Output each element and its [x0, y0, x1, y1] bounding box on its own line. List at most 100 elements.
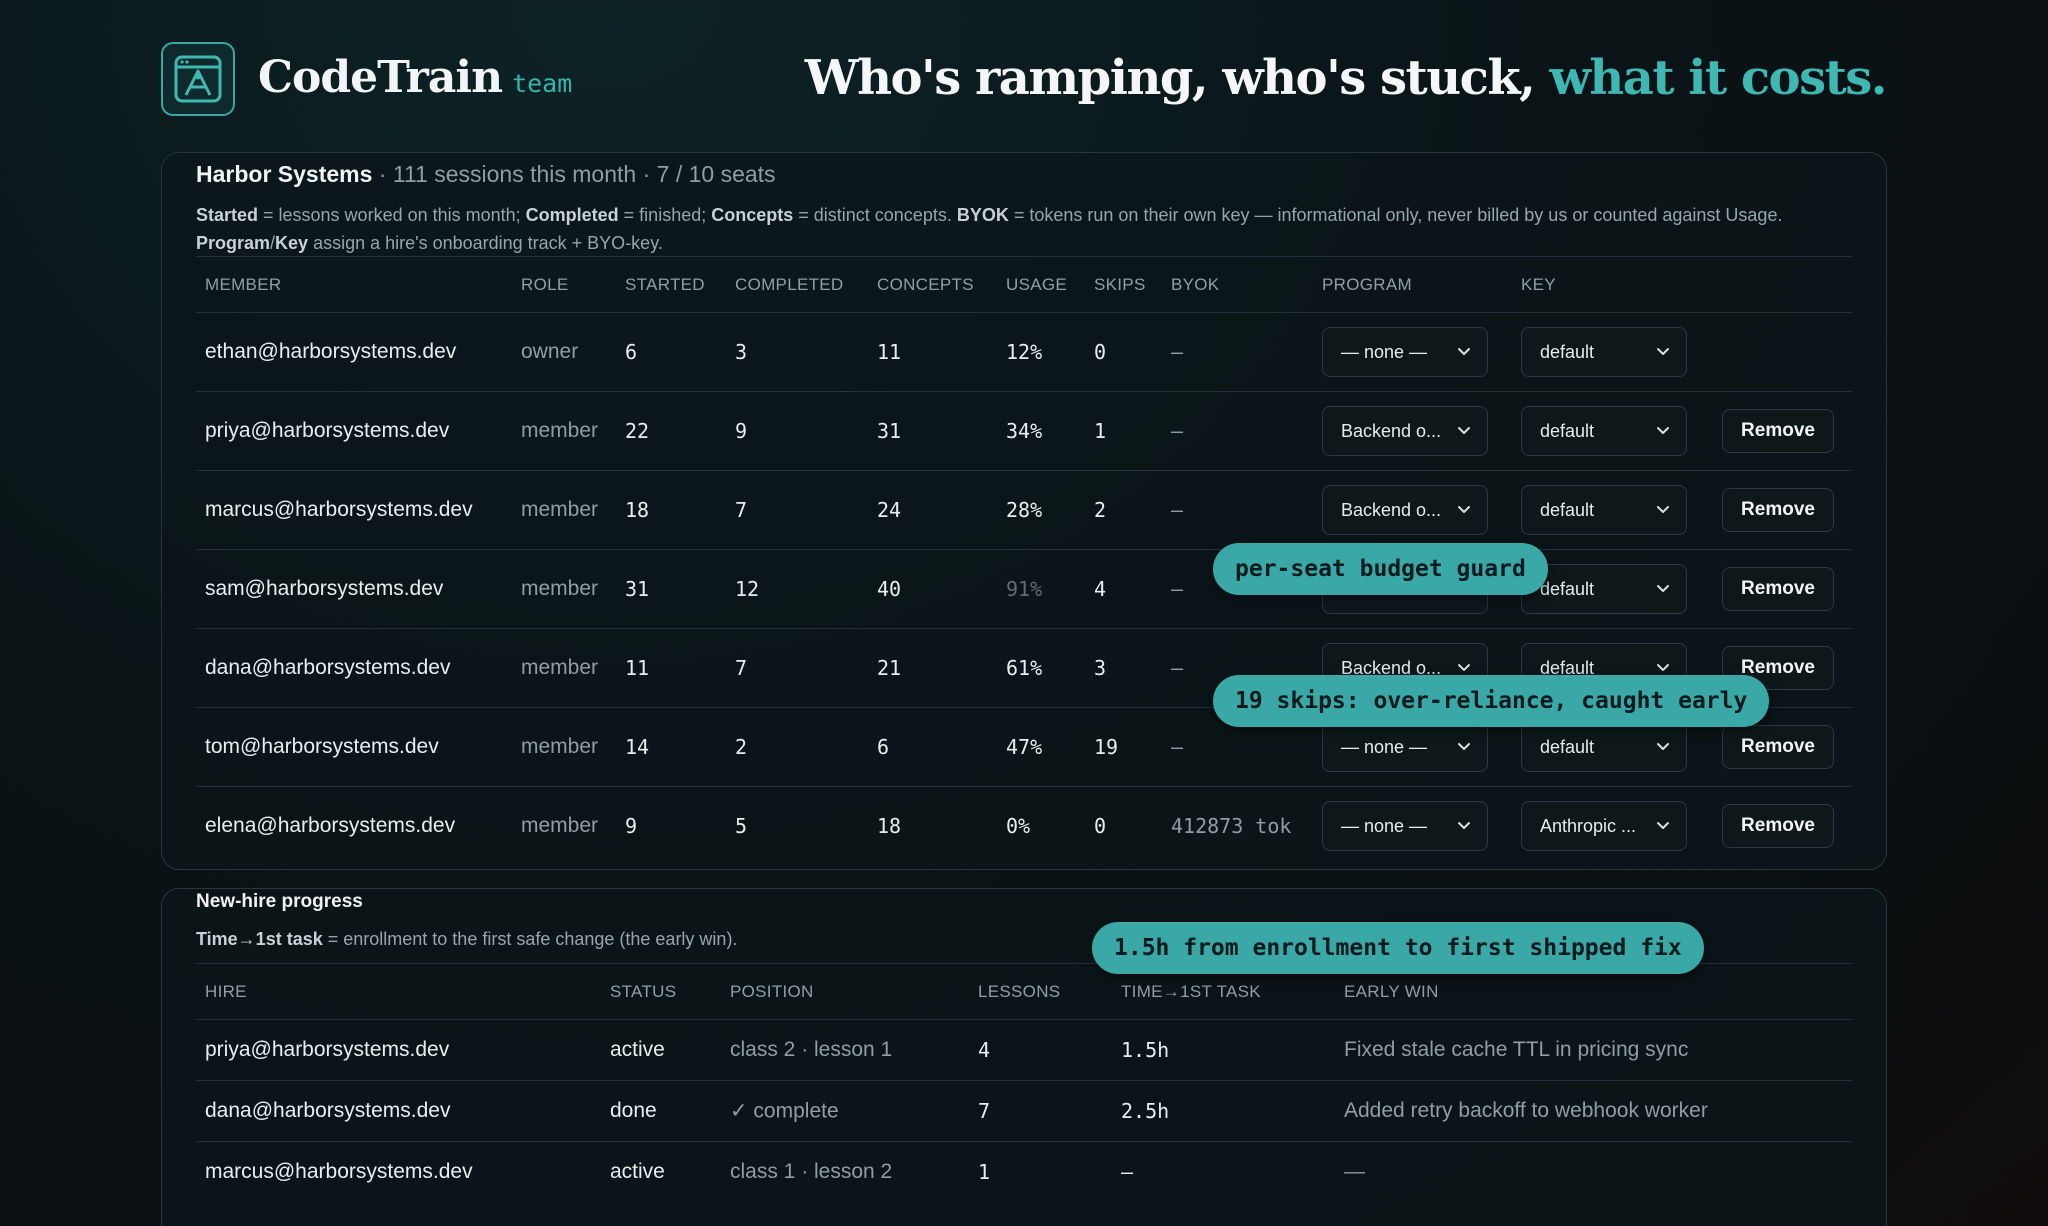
member-skips: 0 — [1094, 814, 1107, 838]
col-header-program: PROGRAM — [1322, 274, 1412, 294]
program-select-value: — none — — [1341, 736, 1428, 757]
progress-col-header: HIRE — [205, 981, 247, 1001]
program-select-value: — none — — [1341, 815, 1428, 836]
progress-col-header: STATUS — [610, 981, 677, 1001]
chevron-down-icon — [1455, 500, 1473, 518]
member-email: tom@harborsystems.dev — [205, 735, 439, 758]
member-started: 22 — [625, 419, 650, 443]
col-header-key: KEY — [1521, 274, 1556, 294]
member-row: elena@harborsystems.dev member 9 5 18 0% 0 4128… — [196, 786, 1852, 865]
callout-budget-guard: per-seat budget guard — [1213, 543, 1548, 595]
brand: CodeTrain team — [258, 52, 572, 103]
member-concepts: 11 — [877, 340, 902, 364]
member-concepts: 24 — [877, 498, 902, 522]
chevron-down-icon — [1654, 500, 1672, 518]
member-started: 9 — [625, 814, 638, 838]
program-select[interactable]: Backend o... — [1322, 485, 1488, 535]
program-select[interactable]: — none — — [1322, 801, 1488, 851]
member-row: tom@harborsystems.dev member 14 2 6 47% 19 — — n… — [196, 707, 1852, 786]
chevron-down-icon — [1455, 658, 1473, 676]
program-select[interactable]: — none — — [1322, 327, 1488, 377]
hire-time-to-first-task: 2.5h — [1121, 1099, 1170, 1123]
legend-term: Concepts — [711, 205, 794, 225]
key-select-value: default — [1540, 578, 1595, 599]
progress-col-header: TIME→1ST TASK — [1121, 981, 1261, 1001]
member-usage: 12% — [1006, 340, 1043, 364]
member-role: member — [521, 814, 599, 837]
member-usage: 34% — [1006, 419, 1043, 443]
key-select-value: Anthropic ... — [1540, 815, 1637, 836]
key-select[interactable]: default — [1521, 722, 1687, 772]
remove-member-button[interactable]: Remove — [1722, 725, 1834, 769]
key-select[interactable]: default — [1521, 564, 1687, 614]
member-skips: 19 — [1094, 735, 1119, 759]
program-select[interactable]: — none — — [1322, 722, 1488, 772]
member-email: marcus@harborsystems.dev — [205, 498, 473, 521]
member-completed: 7 — [735, 656, 748, 680]
codetrain-logo — [161, 42, 235, 116]
chevron-down-icon — [1455, 421, 1473, 439]
member-email: priya@harborsystems.dev — [205, 419, 450, 442]
chevron-down-icon — [1654, 579, 1672, 597]
program-select-value: Backend o... — [1341, 420, 1442, 441]
key-select[interactable]: default — [1521, 406, 1687, 456]
member-role: member — [521, 577, 599, 600]
legend-term: BYOK — [956, 205, 1009, 225]
member-completed: 3 — [735, 340, 748, 364]
col-header-skips: SKIPS — [1094, 274, 1146, 294]
member-usage: 0% — [1006, 814, 1031, 838]
col-header-concepts: CONCEPTS — [877, 274, 974, 294]
member-concepts: 21 — [877, 656, 902, 680]
progress-row: priya@harborsystems.dev active class 2 · l… — [196, 1019, 1852, 1080]
remove-member-button[interactable]: Remove — [1722, 646, 1834, 690]
key-select-value: default — [1540, 341, 1595, 362]
key-select[interactable]: default — [1521, 485, 1687, 535]
callout-first-fix: 1.5h from enrollment to first shipped fi… — [1092, 922, 1704, 974]
hire-lessons: 7 — [978, 1099, 991, 1123]
col-header-started: STARTED — [625, 274, 705, 294]
member-usage: 47% — [1006, 735, 1043, 759]
remove-member-button[interactable]: Remove — [1722, 488, 1834, 532]
member-completed: 9 — [735, 419, 748, 443]
program-select-value: Backend o... — [1341, 657, 1442, 678]
member-row: priya@harborsystems.dev member 22 9 31 34% 1 — B… — [196, 391, 1852, 470]
member-usage: 28% — [1006, 498, 1043, 522]
hire-early-win: Added retry backoff to webhook worker — [1344, 1099, 1708, 1122]
member-concepts: 31 — [877, 419, 902, 443]
member-email: sam@harborsystems.dev — [205, 577, 444, 600]
remove-member-button[interactable]: Remove — [1722, 409, 1834, 453]
legend-text: / — [270, 233, 276, 253]
member-role: member — [521, 656, 599, 679]
col-header-completed: COMPLETED — [735, 274, 844, 294]
chevron-down-icon — [1654, 816, 1672, 834]
member-email: elena@harborsystems.dev — [205, 814, 456, 837]
member-byok: — — [1171, 419, 1184, 443]
program-select-value: Backend o... — [1341, 499, 1442, 520]
legend-term: Started — [196, 205, 259, 225]
member-byok: — — [1171, 340, 1184, 364]
member-email: ethan@harborsystems.dev — [205, 340, 457, 363]
progress-desc-text: = enrollment to the first safe change (t… — [322, 929, 738, 949]
member-started: 11 — [625, 656, 650, 680]
remove-member-button[interactable]: Remove — [1722, 804, 1834, 848]
logo-icon — [174, 55, 222, 103]
col-header-role: ROLE — [521, 274, 569, 294]
progress-row: marcus@harborsystems.dev active class 1 · … — [196, 1141, 1852, 1202]
member-skips: 4 — [1094, 577, 1107, 601]
member-byok: — — [1171, 656, 1184, 680]
members-table-header: MEMBER ROLE STARTED COMPLETED CONCEPTS USAGE S… — [196, 256, 1852, 312]
hire-position: class 1 · lesson 2 — [730, 1160, 893, 1183]
legend-text: = distinct concepts. — [793, 205, 957, 225]
column-legend: Started = lessons worked on this month; … — [196, 201, 1856, 257]
progress-col-header: POSITION — [730, 981, 814, 1001]
progress-col-header: LESSONS — [978, 981, 1061, 1001]
col-header-usage: USAGE — [1006, 274, 1068, 294]
program-select[interactable]: Backend o... — [1322, 406, 1488, 456]
hire-position: class 2 · lesson 1 — [730, 1038, 893, 1061]
key-select[interactable]: default — [1521, 327, 1687, 377]
hire-status: done — [610, 1099, 657, 1122]
member-skips: 1 — [1094, 419, 1107, 443]
key-select[interactable]: Anthropic ... — [1521, 801, 1687, 851]
hire-email: dana@harborsystems.dev — [205, 1099, 451, 1122]
remove-member-button[interactable]: Remove — [1722, 567, 1834, 611]
